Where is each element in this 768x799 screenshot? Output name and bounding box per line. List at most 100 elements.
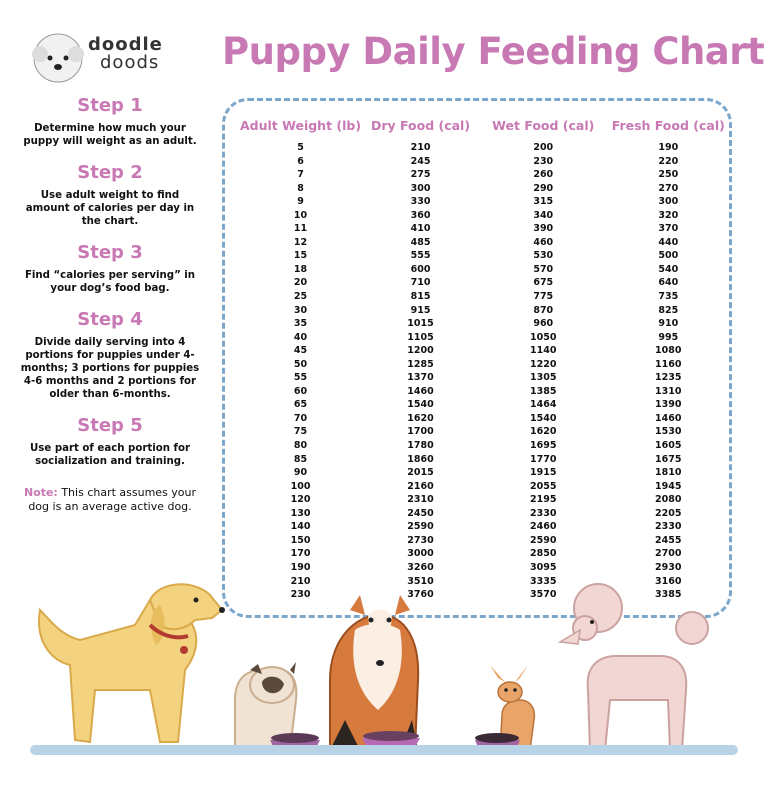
step-3: Step 3 Find “calories per serving” in yo…	[20, 242, 200, 295]
table-cell: 30	[293, 304, 308, 316]
table-cell: 1530	[655, 426, 682, 438]
table-cell: 85	[293, 453, 308, 465]
table-cell: 15	[293, 250, 308, 262]
table-cell: 245	[410, 155, 431, 167]
table-row: 65 1540 1464 1390	[240, 398, 730, 412]
table-cell: 1370	[407, 372, 434, 384]
table-cell: 1220	[530, 358, 557, 370]
table-cell: 1770	[530, 453, 557, 465]
table-cell: 2015	[407, 467, 434, 479]
table-cell: 2930	[655, 561, 682, 573]
page-title: Puppy Daily Feeding Chart	[222, 30, 765, 73]
table-header-row: Adult Weight (lb) Dry Food (cal) Wet Foo…	[240, 118, 730, 141]
table-row: 30 915 870 825	[240, 304, 730, 318]
table-row: 8 300 290 270	[240, 182, 730, 196]
note: Note: This chart assumes your dog is an …	[20, 486, 200, 514]
table-cell: 1015	[407, 318, 434, 330]
logo-line2: doods	[100, 52, 160, 73]
header-wet: Wet Food (cal)	[492, 118, 595, 133]
table-cell: 8	[297, 182, 304, 194]
table-row: 35 1015 960 910	[240, 317, 730, 331]
table-cell: 1460	[407, 385, 434, 397]
table-row: 11 410 390 370	[240, 222, 730, 236]
step-text: Determine how much your puppy will weigh…	[23, 123, 197, 147]
note-text: This chart assumes your dog is an averag…	[28, 486, 197, 513]
table-cell: 210	[290, 575, 311, 587]
step-title: Step 2	[77, 162, 143, 183]
table-cell: 1385	[530, 385, 557, 397]
table-cell: 315	[533, 196, 554, 208]
table-row: 150 2730 2590 2455	[240, 534, 730, 548]
table-cell: 140	[290, 521, 311, 533]
table-cell: 210	[410, 142, 431, 153]
table-row: 10 360 340 320	[240, 209, 730, 223]
floor	[30, 745, 738, 755]
table-cell: 540	[658, 263, 679, 275]
table-row: 130 2450 2330 2205	[240, 507, 730, 521]
table-cell: 2080	[655, 494, 682, 506]
table-row: 60 1460 1385 1310	[240, 385, 730, 399]
table-cell: 2450	[407, 507, 434, 519]
table-row: 50 1285 1220 1160	[240, 358, 730, 372]
table-cell: 555	[410, 250, 431, 262]
step-title: Step 1	[77, 95, 143, 116]
table-row: 25 815 775 735	[240, 290, 730, 304]
table-row: 140 2590 2460 2330	[240, 520, 730, 534]
golden-retriever-icon	[38, 583, 225, 744]
table-cell: 3335	[530, 575, 557, 587]
table-cell: 1310	[655, 385, 682, 397]
step-1: Step 1 Determine how much your puppy wil…	[20, 95, 200, 148]
table-cell: 3760	[407, 589, 434, 601]
table-cell: 60	[293, 385, 308, 397]
table-cell: 230	[290, 589, 311, 601]
table-row: 210 3510 3335 3160	[240, 575, 730, 589]
step-4: Step 4 Divide daily serving into 4 porti…	[20, 309, 200, 401]
table-cell: 735	[658, 291, 679, 303]
table-row: 40 1105 1050 995	[240, 331, 730, 345]
table-cell: 6	[297, 155, 304, 167]
table-cell: 35	[293, 318, 308, 330]
table-cell: 190	[290, 561, 311, 573]
table-cell: 190	[658, 142, 679, 153]
step-text: Find “calories per serving” in your dog’…	[24, 270, 196, 294]
table-cell: 20	[293, 277, 308, 289]
table-cell: 1105	[407, 331, 434, 343]
table-cell: 275	[410, 169, 431, 181]
table-cell: 960	[533, 318, 554, 330]
table-cell: 1540	[407, 399, 434, 411]
table-cell: 3000	[407, 548, 434, 560]
step-title: Step 3	[77, 242, 143, 263]
feeding-table: Adult Weight (lb) Dry Food (cal) Wet Foo…	[240, 118, 730, 602]
table-cell: 45	[293, 345, 308, 357]
table-cell: 1050	[530, 331, 557, 343]
table-cell: 7	[297, 169, 304, 181]
table-cell: 2310	[407, 494, 434, 506]
table-cell: 10	[293, 209, 308, 221]
table-cell: 90	[293, 467, 308, 479]
table-cell: 3260	[407, 561, 434, 573]
table-cell: 1945	[655, 480, 682, 492]
table-cell: 2730	[407, 534, 434, 546]
table-cell: 675	[533, 277, 554, 289]
table-cell: 1915	[530, 467, 557, 479]
table-cell: 1700	[407, 426, 434, 438]
steps-column: Step 1 Determine how much your puppy wil…	[20, 95, 200, 514]
table-cell: 320	[658, 209, 679, 221]
table-cell: 2330	[530, 507, 557, 519]
table-cell: 370	[658, 223, 679, 235]
table-cell: 1540	[530, 412, 557, 424]
step-2: Step 2 Use adult weight to find amount o…	[20, 162, 200, 228]
table-cell: 1675	[655, 453, 682, 465]
table-cell: 3095	[530, 561, 557, 573]
table-cell: 2160	[407, 480, 434, 492]
table-cell: 2330	[655, 521, 682, 533]
table-cell: 530	[533, 250, 554, 262]
header-weight: Adult Weight (lb)	[240, 118, 362, 133]
table-row: 15 555 530 500	[240, 249, 730, 263]
table-row: 45 1200 1140 1080	[240, 344, 730, 358]
table-cell: 710	[410, 277, 431, 289]
table-cell: 1860	[407, 453, 434, 465]
table-row: 85 1860 1770 1675	[240, 453, 730, 467]
table-row: 9 330 315 300	[240, 195, 730, 209]
table-row: 120 2310 2195 2080	[240, 493, 730, 507]
